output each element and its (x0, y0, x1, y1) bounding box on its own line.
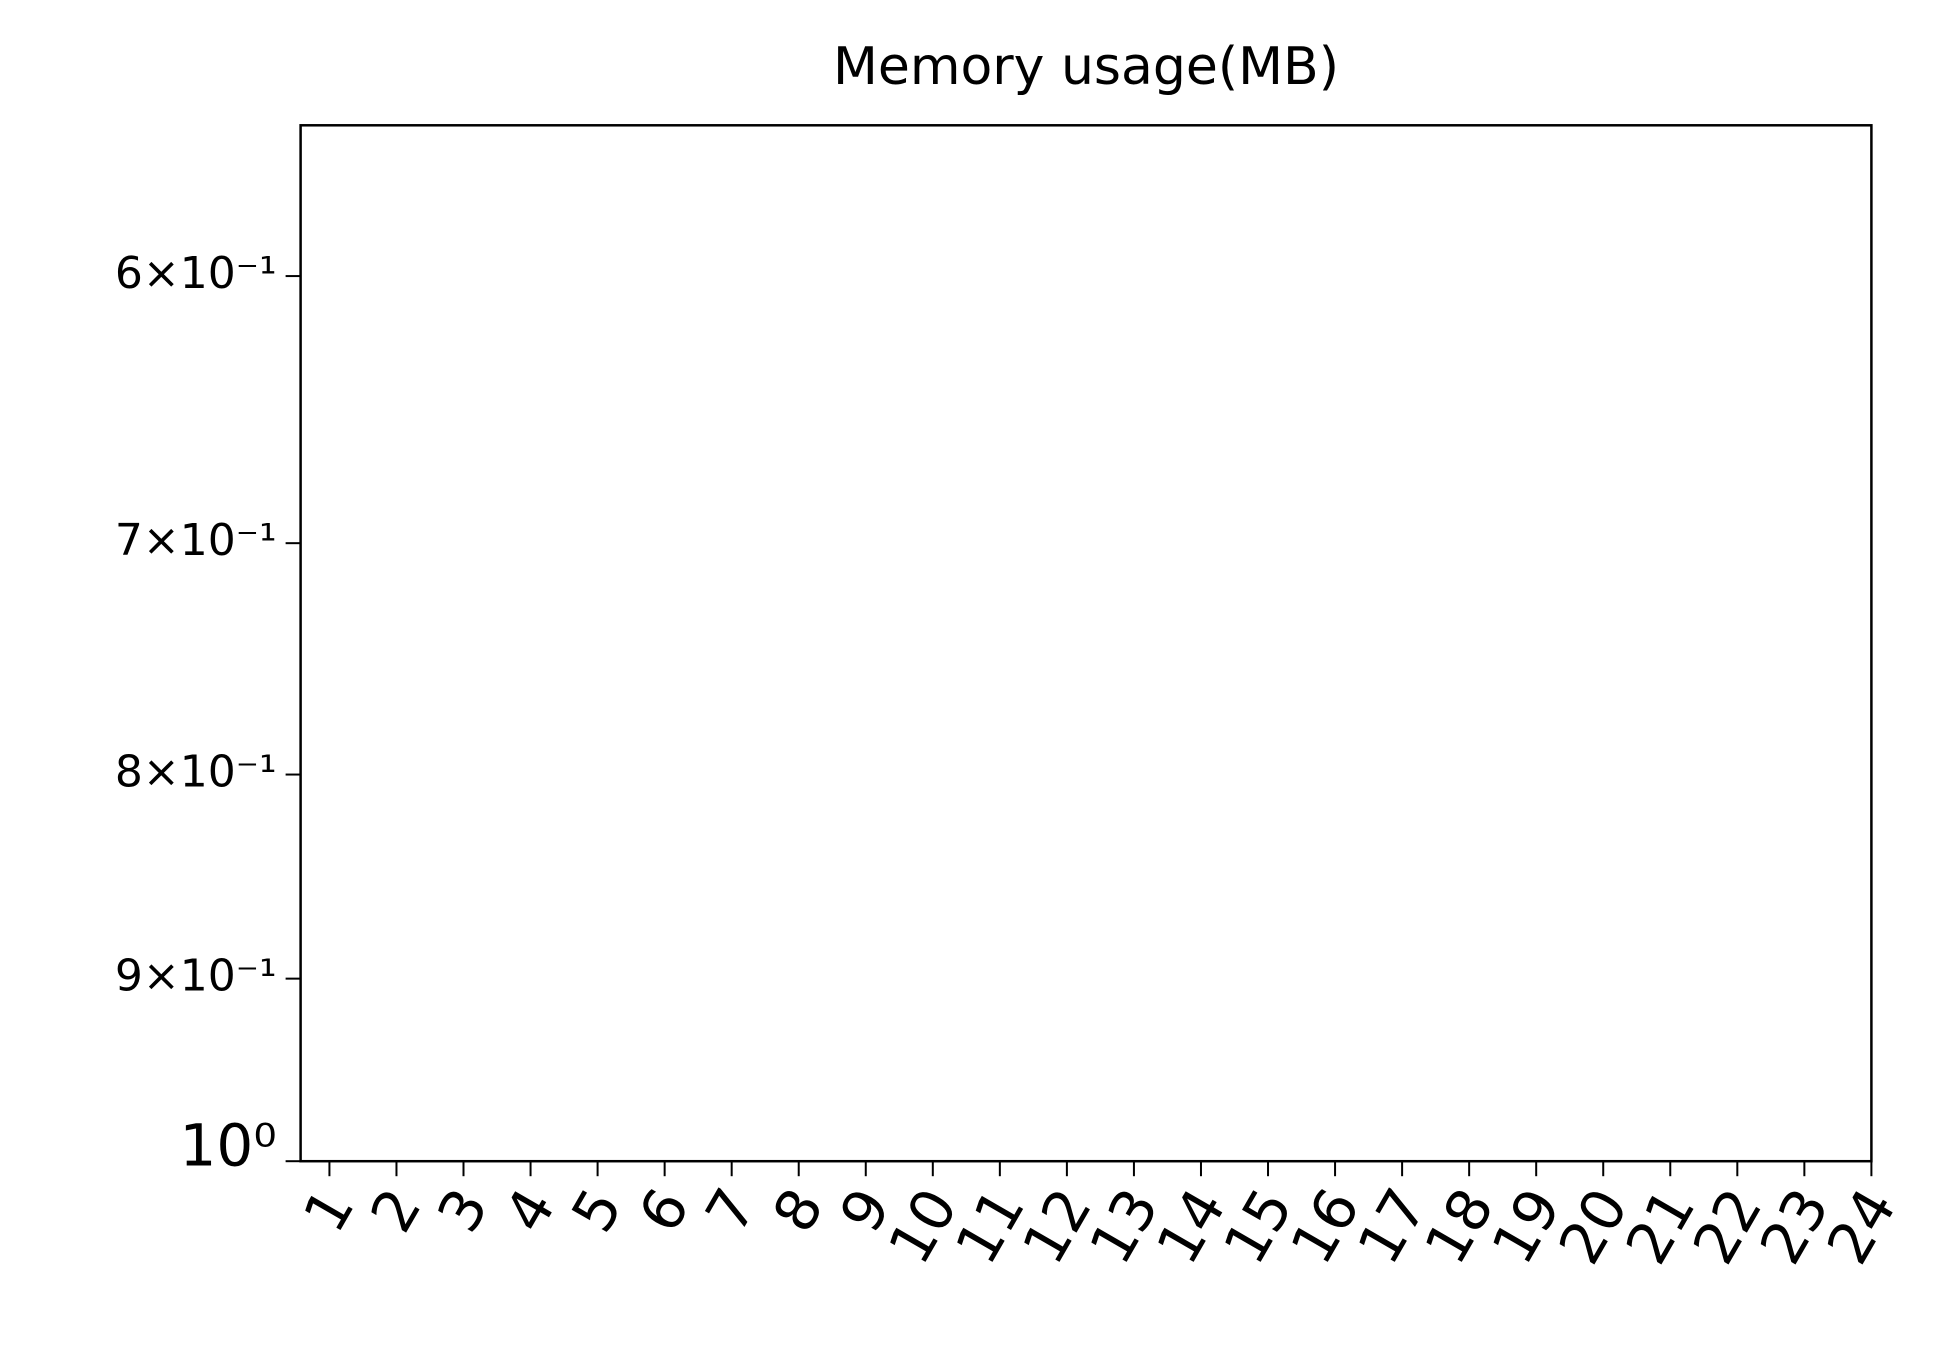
x-tick-label: 2 (357, 1177, 434, 1243)
y-tick-label: 9×10⁻¹ (115, 951, 277, 1002)
x-tick-label: 6 (625, 1177, 702, 1243)
chart-title: Memory usage(MB) (833, 37, 1339, 97)
x-tick-label: 1 (290, 1177, 367, 1243)
y-tick-label: 10⁰ (180, 1111, 277, 1179)
y-tick-label: 6×10⁻¹ (115, 248, 277, 299)
x-tick-label: 3 (424, 1177, 501, 1243)
y-tick-label: 7×10⁻¹ (115, 515, 277, 566)
plot-frame (299, 124, 1873, 1163)
x-tick-label: 5 (558, 1177, 635, 1243)
x-tick-label: 24 (1814, 1177, 1910, 1275)
x-tick-label: 7 (692, 1177, 769, 1243)
x-tick-label: 8 (759, 1177, 836, 1243)
x-tick-label: 4 (491, 1177, 568, 1243)
y-tick-label: 8×10⁻¹ (115, 747, 277, 798)
